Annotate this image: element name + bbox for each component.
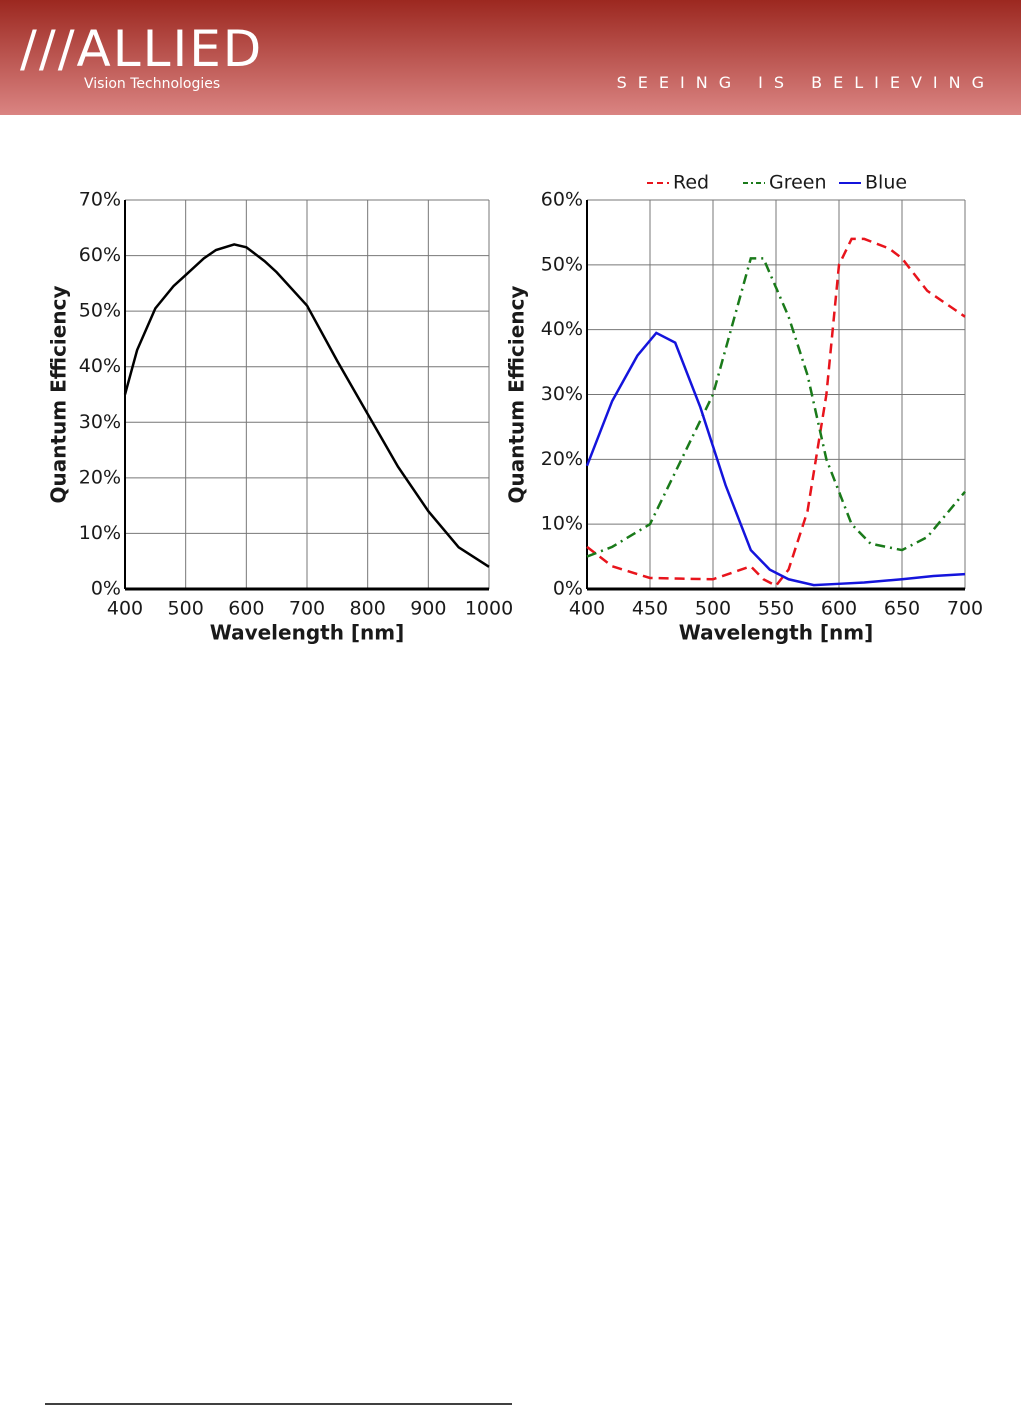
x-tick-label: 550 (758, 598, 794, 620)
y-tick-label: 10% (79, 522, 121, 544)
x-tick-label: 700 (947, 598, 983, 620)
y-tick-label: 50% (541, 253, 583, 275)
x-tick-label: 400 (569, 598, 605, 620)
y-tick-label: 20% (79, 466, 121, 488)
y-tick-label: 0% (91, 578, 121, 600)
header-band (0, 0, 1021, 115)
x-tick-label: 700 (289, 598, 325, 620)
y-tick-label: 0% (553, 578, 583, 600)
x-tick-label: 650 (884, 598, 920, 620)
x-tick-label: 600 (821, 598, 857, 620)
legend-label: Blue (865, 172, 907, 194)
y-axis-label: Quantum Efficiency (47, 286, 71, 504)
x-tick-label: 600 (228, 598, 264, 620)
data-line (586, 257, 966, 558)
x-tick-label: 500 (168, 598, 204, 620)
legend-label: Green (769, 172, 827, 194)
data-line (586, 237, 966, 588)
data-line (123, 243, 490, 568)
x-tick-label: 800 (350, 598, 386, 620)
y-axis-label: Quantum Efficiency (505, 286, 529, 504)
logo-subtitle: Vision Technologies (84, 76, 220, 92)
y-tick-label: 30% (79, 411, 121, 433)
x-tick-label: 1000 (465, 598, 513, 620)
x-tick-label: 900 (410, 598, 446, 620)
x-tick-label: 450 (632, 598, 668, 620)
y-tick-label: 60% (79, 244, 121, 266)
logo: ///ALLIED (20, 20, 263, 78)
y-tick-label: 30% (541, 383, 583, 405)
y-tick-label: 20% (541, 448, 583, 470)
y-tick-label: 60% (541, 189, 583, 211)
x-axis-label: Wavelength [nm] (210, 621, 405, 645)
tagline: SEEING IS BELIEVING (617, 73, 995, 92)
legend-label: Red (673, 172, 709, 194)
x-tick-label: 400 (107, 598, 143, 620)
y-tick-label: 10% (541, 513, 583, 535)
y-tick-label: 40% (79, 355, 121, 377)
y-tick-label: 70% (79, 189, 121, 211)
y-tick-label: 50% (79, 300, 121, 322)
y-tick-label: 40% (541, 318, 583, 340)
x-tick-label: 500 (695, 598, 731, 620)
x-axis-label: Wavelength [nm] (679, 621, 874, 645)
data-line (585, 331, 966, 587)
